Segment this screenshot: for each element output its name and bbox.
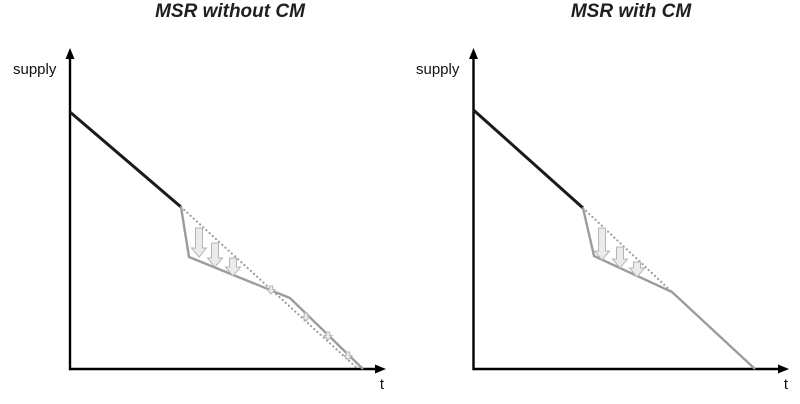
down-arrow-icon [190, 227, 208, 258]
y-axis-arrowhead-right [469, 48, 478, 59]
down-arrow-icon [224, 257, 242, 277]
down-arrow-icon [593, 227, 611, 261]
x-axis-label-right: t [783, 376, 789, 393]
chart-title-left: MSR without CM [155, 1, 305, 22]
supply-before-msr-line-left [69, 110, 182, 209]
down-arrow-icon [206, 242, 224, 268]
down-arrow-icon [628, 261, 646, 278]
small-down-arrow-icon [342, 351, 354, 361]
supply-path-without-msr-dotted-line-right [581, 206, 674, 294]
chart-title-right: MSR with CM [570, 1, 692, 22]
supply-path-with-msr-line-right [581, 207, 756, 370]
small-down-arrow-icon [300, 312, 312, 322]
y-axis-arrowhead-left [65, 48, 75, 59]
y-axis-label-left: supply [13, 61, 57, 78]
x-axis-arrowhead-left [375, 364, 386, 374]
y-axis-label-right: supply [416, 61, 460, 78]
x-axis-label-left: t [379, 376, 385, 393]
x-axis-arrowhead-right [778, 364, 789, 374]
small-down-arrow-icon [322, 331, 334, 341]
small-down-arrow-icon [265, 285, 277, 295]
supply-before-msr-line-right [472, 108, 585, 210]
down-arrow-icon [611, 246, 629, 269]
